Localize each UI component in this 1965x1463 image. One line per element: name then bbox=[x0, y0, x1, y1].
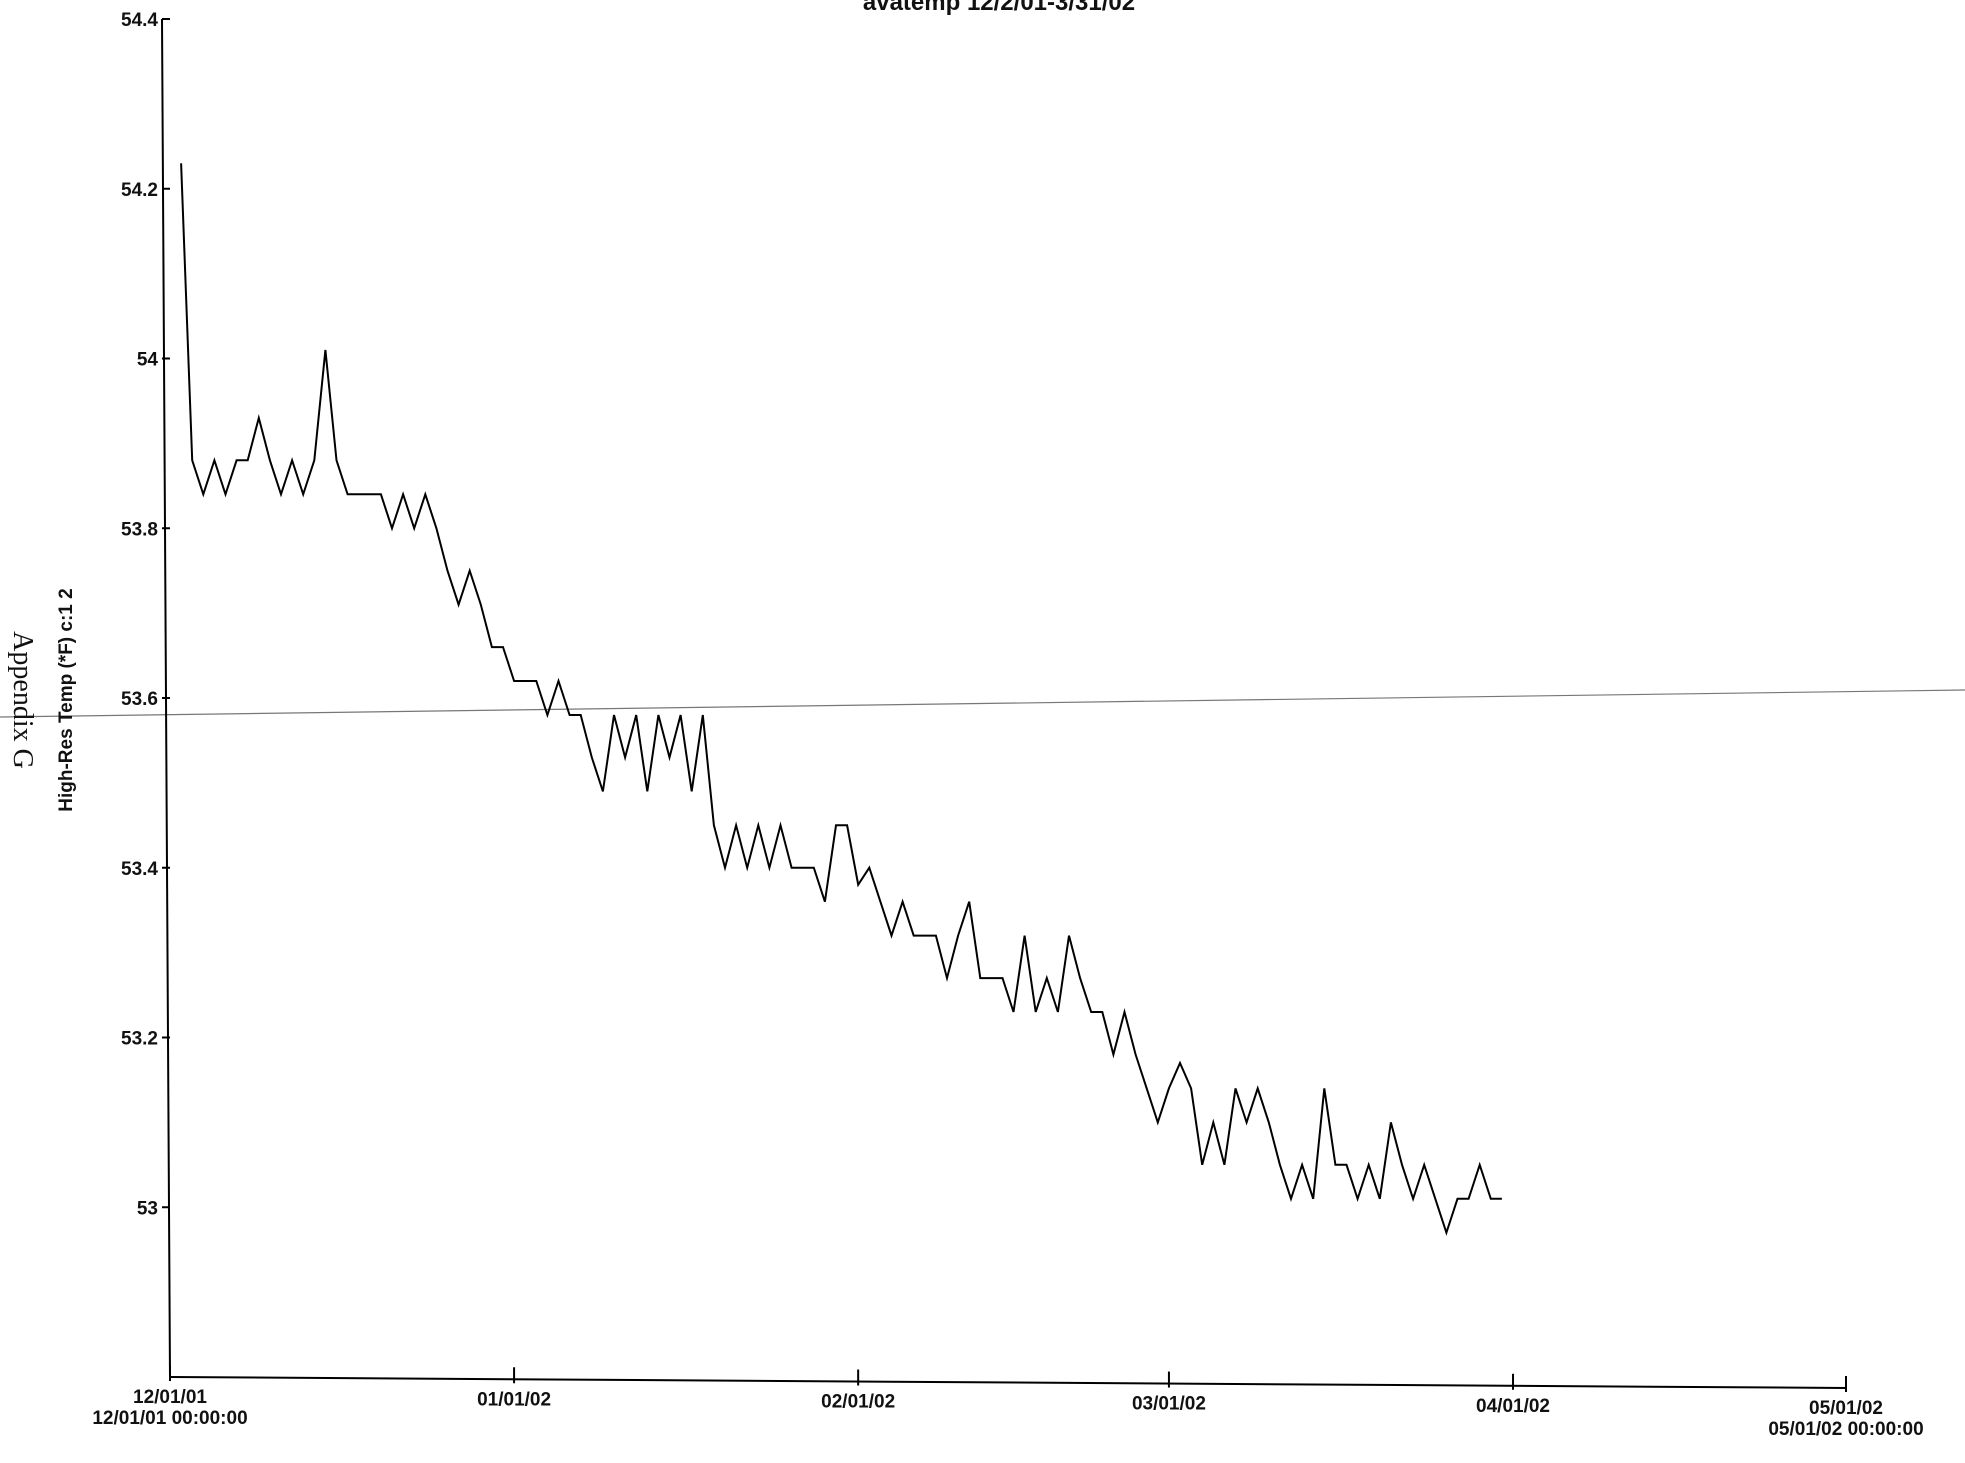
y-axis-label: High-Res Temp (*F) c:1 2 bbox=[56, 588, 77, 811]
x-tick-label: 12/01/01 12/01/01 00:00:00 bbox=[92, 1387, 247, 1429]
scan-line bbox=[0, 689, 1965, 718]
x-tick-label: 03/01/02 bbox=[1132, 1394, 1206, 1415]
x-tick-label: 01/01/02 bbox=[477, 1389, 551, 1410]
data-line bbox=[180, 163, 1502, 1236]
y-tick-label: 53.6 bbox=[121, 689, 158, 710]
y-tick-label: 54.2 bbox=[121, 180, 158, 201]
y-tick-label: 54 bbox=[137, 350, 159, 371]
chart-title: avatemp 12/2/01-3/31/02 bbox=[863, 0, 1135, 16]
x-tick-label: 04/01/02 bbox=[1476, 1396, 1550, 1417]
x-axis bbox=[169, 1376, 1847, 1389]
y-tick-label: 54.4 bbox=[121, 10, 158, 31]
y-tick-label: 53.8 bbox=[121, 519, 158, 540]
x-tick-label: 02/01/02 bbox=[821, 1392, 895, 1413]
y-tick-label: 53.4 bbox=[121, 859, 158, 880]
y-tick-label: 53.2 bbox=[121, 1029, 158, 1050]
side-text: Appendix G bbox=[7, 631, 38, 769]
x-tick-label: 05/01/02 05/01/02 00:00:00 bbox=[1768, 1398, 1923, 1440]
y-tick-label: 53 bbox=[137, 1198, 158, 1219]
